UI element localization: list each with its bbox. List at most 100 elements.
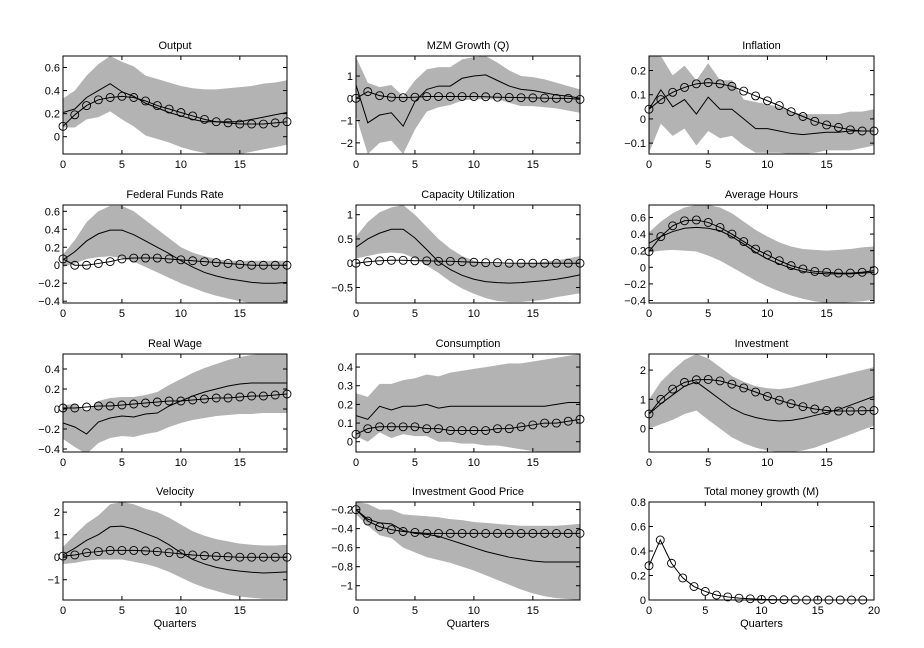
y-tick-label: 0 bbox=[640, 262, 646, 274]
data-point bbox=[188, 550, 198, 560]
data-point bbox=[700, 586, 710, 596]
data-point bbox=[727, 379, 737, 389]
subplot-title: Consumption bbox=[436, 338, 501, 350]
data-point bbox=[363, 424, 373, 434]
y-tick-label: 0.2 bbox=[631, 571, 646, 583]
plot-area bbox=[63, 56, 287, 154]
data-point bbox=[70, 260, 80, 270]
data-point bbox=[745, 594, 755, 604]
data-point bbox=[105, 257, 115, 267]
data-point bbox=[235, 552, 245, 562]
data-point bbox=[798, 264, 808, 274]
x-tick-label: 15 bbox=[234, 457, 246, 469]
data-point bbox=[445, 426, 455, 435]
data-point bbox=[504, 92, 514, 102]
data-point bbox=[270, 390, 280, 400]
y-tick-label: 0.4 bbox=[45, 224, 60, 236]
plot-area bbox=[356, 502, 580, 600]
data-point bbox=[445, 528, 455, 538]
data-point bbox=[188, 256, 198, 266]
data-point bbox=[845, 268, 855, 278]
subplot-real-wage: 0 5 10 15 −0.4 −0.2 0 0.2 0.4 Real Wage bbox=[38, 338, 292, 469]
data-point bbox=[493, 424, 502, 434]
y-tick-label: 1 bbox=[54, 530, 60, 542]
data-point bbox=[152, 397, 162, 407]
data-point bbox=[845, 125, 855, 135]
data-point bbox=[469, 426, 479, 435]
y-tick-label: 0 bbox=[640, 114, 646, 126]
data-point bbox=[235, 392, 245, 402]
data-point bbox=[691, 375, 701, 385]
y-tick-label: 0 bbox=[347, 93, 353, 105]
data-point bbox=[398, 255, 408, 265]
data-point bbox=[834, 122, 843, 132]
data-point bbox=[247, 552, 257, 562]
series-line-model bbox=[356, 509, 580, 534]
data-point bbox=[70, 403, 80, 413]
data-point bbox=[363, 516, 373, 526]
series-line-median bbox=[63, 382, 287, 435]
data-point bbox=[551, 258, 561, 268]
data-point bbox=[457, 92, 467, 101]
data-point bbox=[70, 550, 80, 560]
x-tick-label: 15 bbox=[527, 159, 539, 171]
data-point bbox=[822, 406, 832, 415]
data-point bbox=[200, 394, 209, 404]
data-point bbox=[762, 250, 772, 260]
data-point bbox=[656, 394, 666, 404]
data-point bbox=[678, 573, 688, 583]
series-line-median bbox=[63, 229, 287, 284]
data-point bbox=[481, 426, 491, 435]
y-tick-label: −0.1 bbox=[624, 138, 646, 150]
data-point bbox=[798, 112, 808, 121]
data-point bbox=[223, 118, 233, 128]
data-point bbox=[540, 418, 550, 428]
x-tick-label: 10 bbox=[468, 605, 480, 617]
confidence-band bbox=[63, 205, 287, 303]
x-tick-label: 0 bbox=[646, 159, 652, 171]
series-line-median bbox=[63, 525, 287, 574]
x-tick-label: 5 bbox=[705, 457, 711, 469]
y-tick-label: −0.8 bbox=[331, 562, 353, 574]
data-point bbox=[105, 545, 115, 555]
x-tick-label: 0 bbox=[353, 308, 359, 320]
data-point bbox=[798, 402, 808, 412]
data-point bbox=[398, 422, 408, 432]
y-tick-label: 0 bbox=[54, 552, 60, 564]
data-point bbox=[398, 527, 408, 536]
x-tick-label: 10 bbox=[468, 308, 480, 320]
data-point bbox=[786, 399, 796, 409]
data-point bbox=[200, 257, 209, 267]
data-point bbox=[680, 83, 689, 92]
series-line-median bbox=[649, 88, 874, 136]
data-point bbox=[386, 92, 396, 102]
plot-area bbox=[63, 502, 287, 599]
data-point bbox=[751, 91, 761, 101]
data-point bbox=[723, 592, 733, 602]
data-point bbox=[141, 398, 150, 408]
data-point bbox=[528, 93, 538, 103]
subplot-output: 0 5 10 15 0 0.2 0.4 0.6 Output bbox=[45, 40, 292, 171]
data-point bbox=[734, 593, 744, 603]
confidence-band bbox=[649, 354, 874, 452]
x-tick-label: 0 bbox=[60, 159, 66, 171]
data-point bbox=[223, 393, 233, 403]
y-tick-label: 0.6 bbox=[631, 522, 646, 534]
y-tick-label: −2 bbox=[340, 138, 353, 150]
plot-area bbox=[649, 56, 874, 154]
series-line-median bbox=[356, 74, 580, 128]
y-tick-label: 0.6 bbox=[45, 63, 60, 75]
x-tick-label: 15 bbox=[234, 605, 246, 617]
data-point bbox=[481, 92, 491, 102]
data-point bbox=[715, 376, 725, 386]
plot-area bbox=[649, 538, 863, 600]
y-tick-label: 0.4 bbox=[45, 86, 60, 98]
y-tick-label: 0 bbox=[54, 132, 60, 144]
data-point bbox=[727, 229, 737, 239]
data-point bbox=[129, 253, 139, 263]
x-tick-label: 5 bbox=[705, 159, 711, 171]
x-tick-label: 5 bbox=[119, 605, 125, 617]
data-point bbox=[857, 406, 867, 416]
plot-area bbox=[356, 354, 580, 452]
